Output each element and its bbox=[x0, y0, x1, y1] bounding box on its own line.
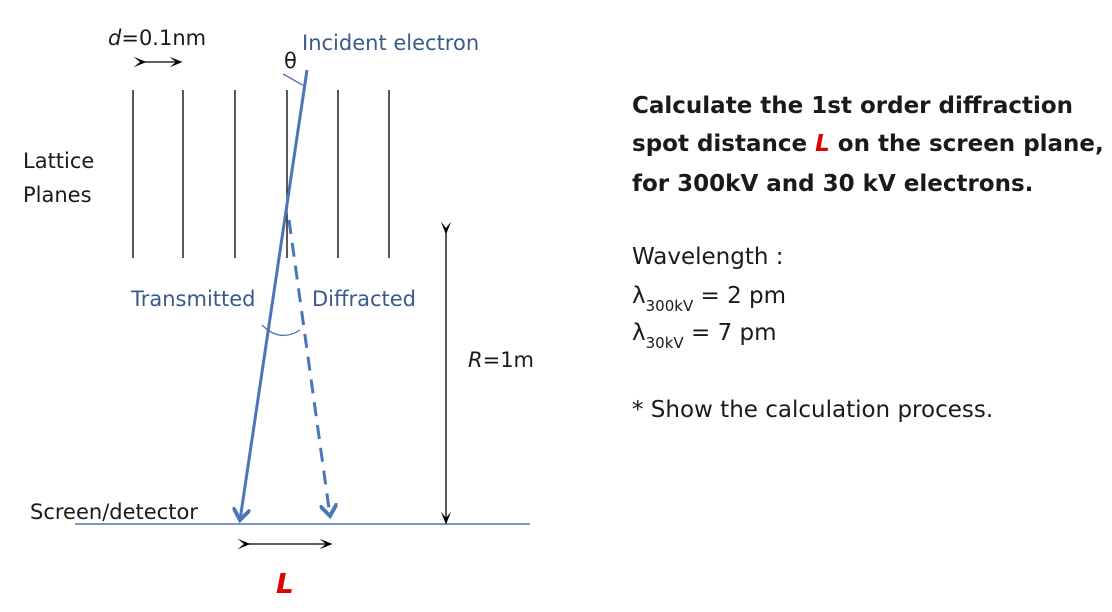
symbol: R bbox=[468, 348, 483, 372]
lattice-planes bbox=[132, 90, 390, 258]
screen-label: Screen/detector bbox=[30, 500, 198, 524]
angle-arc bbox=[261, 324, 301, 337]
symbol: d bbox=[108, 26, 122, 50]
lattice-label: Lattice bbox=[23, 149, 94, 173]
diffracted-label: Diffracted bbox=[312, 287, 416, 311]
wavelength-heading: Wavelength : bbox=[632, 244, 784, 270]
diffracted-beam bbox=[287, 219, 330, 516]
incident-label: Incident electron bbox=[302, 31, 479, 55]
note: * Show the calculation process. bbox=[632, 397, 993, 423]
symbol: λ bbox=[632, 283, 646, 309]
spot-label: L bbox=[276, 567, 294, 600]
symbol: L bbox=[815, 131, 830, 157]
spacing-label: d=0.1nm bbox=[108, 26, 206, 50]
angle-arc bbox=[282, 73, 305, 87]
distance-label: R=1m bbox=[468, 348, 534, 372]
lattice-label: Planes bbox=[23, 183, 92, 207]
wavelength-item: λ300kV = 2 pm bbox=[632, 283, 786, 315]
text: =1m bbox=[483, 348, 534, 372]
symbol: λ bbox=[632, 320, 646, 346]
angle-label: θ bbox=[284, 49, 297, 73]
text: = 2 pm bbox=[693, 283, 786, 309]
transmitted-label: Transmitted bbox=[130, 287, 256, 311]
wavelength-item: λ30kV = 7 pm bbox=[632, 320, 777, 352]
text: on the screen plane, bbox=[830, 131, 1104, 157]
question-line: for 300kV and 30 kV electrons. bbox=[632, 171, 1033, 197]
question-line: spot distance L on the screen plane, bbox=[632, 131, 1104, 157]
text: = 7 pm bbox=[684, 320, 777, 346]
text: spot distance bbox=[632, 131, 815, 157]
question-line: Calculate the 1st order diffraction bbox=[632, 93, 1073, 119]
subscript: 300kV bbox=[646, 297, 694, 315]
incident-beam bbox=[240, 69, 309, 520]
subscript: 30kV bbox=[646, 334, 685, 352]
text: =0.1nm bbox=[121, 26, 206, 50]
